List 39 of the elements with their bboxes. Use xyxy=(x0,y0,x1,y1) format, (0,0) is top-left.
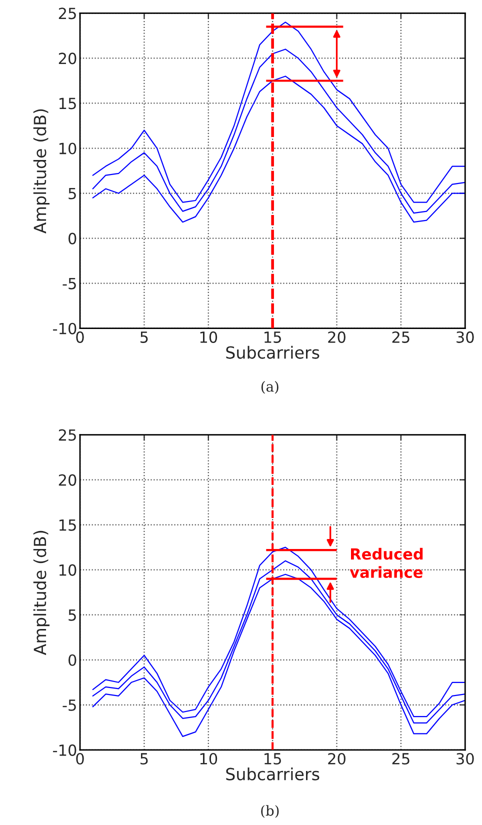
annotation: Reduced variance xyxy=(350,548,423,578)
y-tick-label: -10 xyxy=(53,744,76,756)
line-series xyxy=(92,76,466,223)
y-axis-title: Amplitude (dB) xyxy=(33,530,50,656)
y-tick-label: 5 xyxy=(68,610,76,621)
y-tick-label: 20 xyxy=(58,52,76,64)
y-tick-label: 15 xyxy=(59,519,76,531)
y-tick-label: -5 xyxy=(62,278,76,290)
x-tick-label: 20 xyxy=(328,752,346,765)
x-tick-label: 30 xyxy=(456,331,474,343)
y-tick-label: 10 xyxy=(59,564,76,576)
x-tick-label: 10 xyxy=(200,331,218,343)
x-tick-label: 20 xyxy=(328,331,346,343)
line-series xyxy=(92,48,466,214)
y-tick-label: 25 xyxy=(58,8,76,20)
x-axis-title: Subcarriers xyxy=(226,767,320,780)
x-tick-label: 25 xyxy=(392,331,410,343)
x-tick-label: 0 xyxy=(76,331,84,343)
y-tick-label: 5 xyxy=(68,188,76,200)
x-tick-label: 15 xyxy=(264,753,281,765)
y-tick-label: -5 xyxy=(62,700,76,711)
y-axis-title: Amplitude (dB) xyxy=(33,109,50,234)
y-tick-label: 25 xyxy=(58,429,76,441)
x-tick-label: 15 xyxy=(264,332,281,343)
y-tick-label: -10 xyxy=(53,322,76,334)
text: (b) xyxy=(261,805,279,818)
y-tick-label: 0 xyxy=(68,232,76,244)
x-tick-label: 5 xyxy=(140,332,148,343)
y-tick-label: 10 xyxy=(59,142,76,154)
line-series xyxy=(92,22,466,203)
x-axis-title: Subcarriers xyxy=(226,346,320,359)
y-tick-label: 0 xyxy=(68,654,76,666)
text: (a) xyxy=(261,381,278,394)
x-tick-label: 10 xyxy=(200,752,218,765)
y-tick-label: 15 xyxy=(59,98,76,110)
x-tick-label: 5 xyxy=(140,753,148,765)
y-tick-label: 20 xyxy=(58,474,76,486)
x-tick-label: 25 xyxy=(392,752,410,765)
x-tick-label: 30 xyxy=(456,752,474,765)
